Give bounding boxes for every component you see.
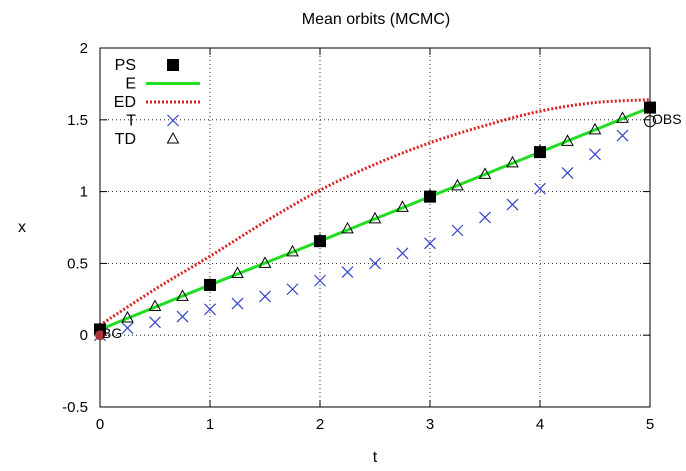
y-tick-label: 0	[80, 327, 88, 344]
series-td-point	[176, 289, 189, 301]
series-td-point	[258, 256, 272, 268]
axis-ticks: 0 1 2 3 4 5 -0.5 0 0.5 1 1.5 2	[62, 40, 654, 433]
cross-stroke	[451, 224, 464, 237]
y-tick-label: -0.5	[62, 399, 88, 416]
series-layer	[93, 98, 657, 342]
x-tick-label: 3	[426, 416, 434, 433]
series-t-point	[204, 303, 216, 316]
series-td-point	[148, 299, 162, 311]
plot-frame	[99, 47, 651, 408]
series-td-point	[286, 244, 299, 257]
series-t-point	[534, 182, 546, 195]
cross-stroke	[396, 247, 409, 260]
series-t-point	[479, 211, 491, 224]
cross-stroke	[479, 211, 491, 224]
series-td-point	[451, 178, 464, 191]
series-t-point	[121, 322, 134, 334]
cross-stroke	[534, 182, 546, 195]
cross-stroke	[369, 257, 381, 270]
x-tick-label: 0	[96, 416, 104, 433]
cross-stroke	[424, 237, 436, 250]
series-ps-point	[644, 101, 656, 114]
cross-stroke	[314, 274, 326, 287]
series-td-point	[231, 266, 244, 278]
cross-stroke	[149, 316, 161, 329]
series-ps-point	[204, 278, 216, 291]
legend: PS EED TTD	[114, 57, 200, 148]
annotation-marker	[95, 330, 105, 341]
legend-swatch	[167, 114, 179, 127]
legend-label: E	[125, 76, 136, 93]
legend-swatch	[167, 59, 179, 71]
legend-label: T	[126, 113, 136, 130]
legend-item-ps: PS	[115, 57, 179, 74]
series-td-point	[588, 122, 602, 135]
annotations-layer: BG OBS	[95, 111, 682, 341]
cross-stroke	[561, 167, 574, 179]
series-t-point	[424, 237, 436, 250]
legend-item-t: T	[126, 113, 179, 130]
cross-stroke	[259, 290, 271, 303]
series-t-point	[451, 224, 464, 237]
series-td-point	[506, 155, 519, 168]
annotation-label: BG	[102, 325, 122, 341]
series-t-point	[616, 129, 629, 142]
cross-stroke	[121, 322, 134, 334]
legend-label: TD	[115, 131, 136, 148]
series-td-point	[341, 221, 354, 234]
series-t-point	[506, 198, 519, 211]
cross-stroke	[231, 297, 244, 310]
cross-stroke	[506, 198, 519, 211]
legend-item-ed: ED	[114, 94, 200, 111]
cross-stroke	[204, 303, 216, 316]
legend-label: PS	[115, 57, 136, 74]
cross-stroke	[616, 129, 629, 142]
legend-swatch	[166, 131, 180, 144]
series-td-point	[396, 200, 409, 212]
series-t-point	[589, 148, 601, 161]
annotation-marker	[644, 115, 656, 128]
series-td-point	[121, 310, 134, 323]
series-t-point	[341, 266, 354, 278]
series-t-point	[396, 247, 409, 260]
chart-title: Mean orbits (MCMC)	[302, 11, 450, 28]
series-ed-line	[99, 98, 651, 327]
legend-label: ED	[114, 94, 136, 111]
series-t-point	[149, 316, 161, 329]
series-t-point	[259, 290, 271, 303]
x-tick-label: 1	[206, 416, 214, 433]
cross-stroke	[167, 114, 179, 127]
series-t-point	[314, 274, 326, 287]
x-axis-label: t	[373, 449, 378, 466]
series-td-point	[561, 134, 574, 146]
cross-stroke	[589, 148, 601, 161]
series-td-point	[368, 211, 382, 224]
x-tick-label: 5	[646, 416, 654, 433]
y-tick-label: 1.5	[67, 112, 88, 129]
y-axis-label: x	[18, 219, 26, 236]
cross-stroke	[286, 283, 299, 296]
y-tick-label: 0.5	[67, 255, 88, 272]
series-e-line	[99, 106, 651, 331]
series-ps-point	[424, 190, 436, 203]
x-tick-label: 2	[316, 416, 324, 433]
cross-stroke	[341, 266, 354, 278]
cross-stroke	[176, 310, 189, 323]
series-t-point	[176, 310, 189, 323]
series-td-point	[478, 167, 492, 179]
series-td-point	[616, 111, 629, 123]
x-tick-label: 4	[536, 416, 544, 433]
y-tick-label: 1	[80, 184, 88, 201]
series-ps-point	[534, 146, 546, 159]
series-t-point	[286, 283, 299, 296]
series-t-point	[369, 257, 381, 270]
legend-item-td: TD	[115, 131, 180, 148]
legend-item-e: E	[125, 76, 200, 93]
series-ps-point	[314, 235, 326, 248]
y-tick-label: 2	[80, 40, 88, 57]
annotation-label: OBS	[652, 111, 682, 127]
series-t-point	[231, 297, 244, 310]
series-t-point	[561, 167, 574, 179]
